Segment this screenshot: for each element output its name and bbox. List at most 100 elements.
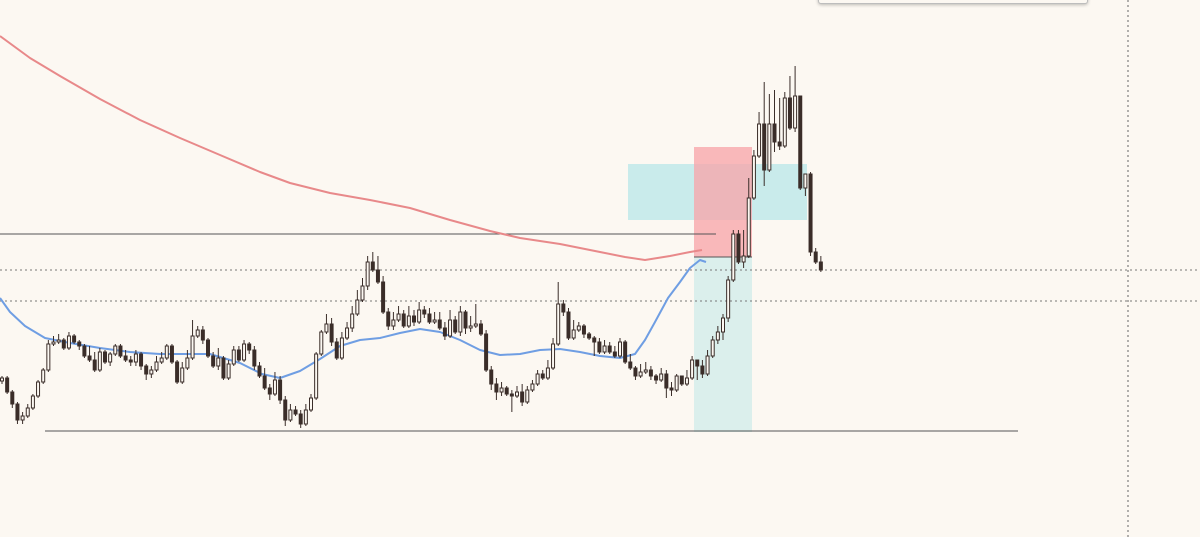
candle-65 — [334, 338, 339, 360]
candle-body — [360, 285, 365, 301]
candle-42 — [216, 348, 221, 370]
candle-body — [427, 313, 432, 323]
candle-120 — [618, 338, 622, 358]
candle-body — [736, 233, 741, 263]
candle-142 — [731, 230, 736, 282]
candle-68 — [350, 306, 355, 332]
candle-35 — [180, 362, 185, 384]
candle-12 — [61, 338, 66, 350]
floating-panel[interactable] — [818, 0, 1088, 4]
candle-24 — [123, 350, 128, 362]
candle-body — [30, 395, 35, 409]
candle-83 — [427, 308, 432, 324]
candle-body — [664, 373, 669, 389]
candle-body — [710, 339, 715, 357]
candle-body — [175, 361, 180, 383]
candle-body — [504, 387, 509, 395]
candle-73 — [375, 256, 380, 284]
candle-body — [576, 325, 581, 331]
candle-body — [144, 365, 149, 375]
candle-body — [87, 355, 92, 361]
candle-123 — [633, 366, 638, 380]
candle-138 — [710, 336, 715, 358]
candle-144 — [741, 230, 746, 268]
candle-127 — [654, 374, 659, 384]
candle-85 — [437, 312, 442, 330]
candle-48 — [247, 342, 252, 354]
stop-zone — [694, 147, 752, 257]
candle-body — [10, 391, 15, 405]
candle-60 — [309, 394, 313, 412]
candle-body — [422, 309, 427, 315]
candle-body — [375, 269, 380, 283]
candle-11 — [56, 334, 61, 344]
candle-body — [618, 341, 622, 357]
candle-body — [695, 359, 700, 367]
candle-38 — [195, 326, 200, 338]
candle-body — [556, 303, 561, 345]
candle-body — [509, 393, 514, 397]
candle-25 — [128, 356, 133, 366]
candle-body — [211, 355, 216, 367]
candle-115 — [592, 336, 597, 356]
candle-56 — [288, 404, 293, 422]
candle-131 — [674, 374, 679, 392]
candle-body — [633, 367, 638, 377]
candle-body — [721, 317, 725, 333]
candle-52 — [267, 384, 272, 400]
candle-149 — [767, 94, 772, 172]
candle-body — [417, 309, 422, 323]
candle-body — [118, 345, 123, 357]
candle-body — [638, 371, 643, 377]
candle-body — [221, 357, 226, 379]
candle-body — [133, 353, 138, 363]
candle-111 — [571, 320, 576, 340]
candle-body — [777, 141, 782, 147]
candle-107 — [551, 338, 556, 370]
candle-117 — [602, 340, 607, 354]
candle-18 — [92, 352, 97, 372]
candle-body — [0, 377, 4, 382]
candle-body — [82, 345, 87, 357]
position-zones[interactable] — [628, 147, 807, 432]
candle-body — [365, 261, 370, 287]
candle-39 — [200, 326, 205, 344]
candle-body — [56, 339, 61, 343]
candle-body — [339, 337, 344, 359]
candle-20 — [103, 350, 107, 364]
candle-body — [520, 391, 525, 403]
candle-body — [72, 335, 77, 343]
candle-body — [787, 97, 792, 129]
candle-body — [803, 173, 808, 189]
candle-body — [458, 311, 463, 333]
candle-7 — [36, 380, 41, 398]
candle-79 — [406, 306, 411, 328]
candle-3 — [15, 402, 20, 424]
candle-29 — [149, 366, 154, 378]
candle-14 — [72, 334, 77, 344]
candle-70 — [360, 278, 365, 302]
candle-body — [690, 359, 695, 379]
candle-155 — [798, 95, 803, 190]
candle-body — [515, 391, 519, 397]
candle-58 — [298, 410, 303, 428]
candle-80 — [412, 310, 416, 326]
candle-body — [97, 351, 102, 371]
candle-body — [200, 329, 205, 341]
candle-body — [684, 377, 689, 385]
candle-body — [592, 337, 597, 343]
candle-2 — [10, 390, 15, 408]
candle-59 — [303, 404, 308, 426]
candle-140 — [721, 314, 725, 340]
candle-132 — [679, 375, 684, 386]
candle-body — [51, 341, 56, 345]
candlestick-series[interactable] — [0, 66, 823, 428]
candle-62 — [319, 330, 324, 356]
candle-57 — [293, 406, 298, 416]
candle-94 — [484, 330, 489, 372]
candle-body — [123, 355, 128, 361]
candle-body — [108, 353, 113, 363]
candle-body — [484, 333, 489, 371]
candle-body — [247, 343, 252, 351]
